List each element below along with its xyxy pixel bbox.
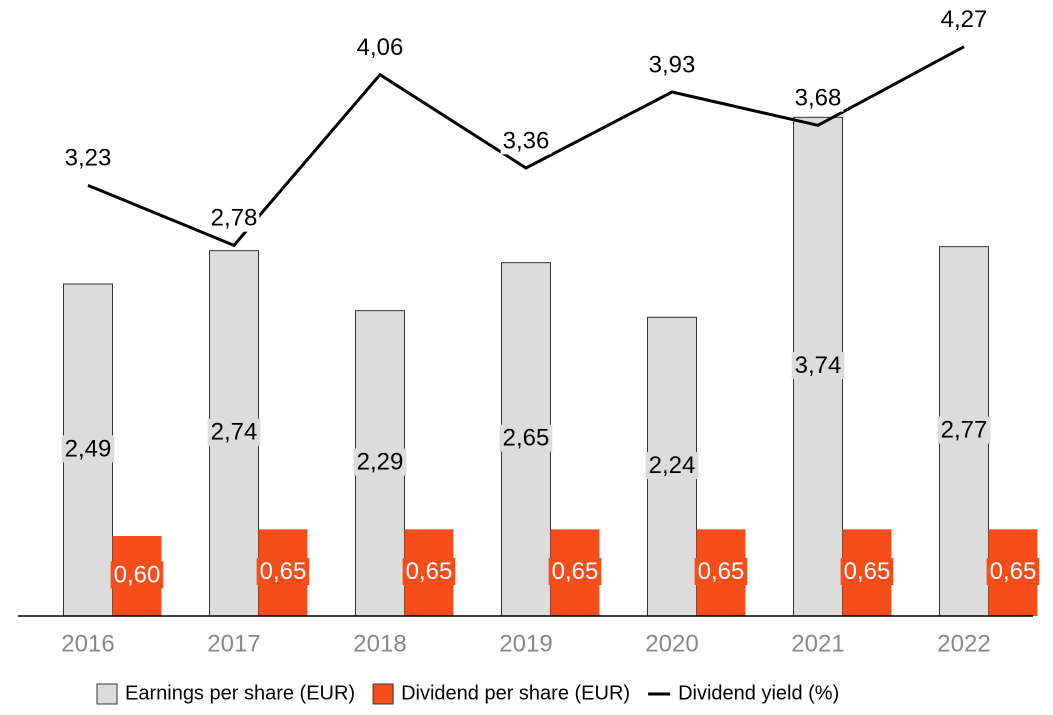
label-bg xyxy=(694,558,748,586)
label-bg xyxy=(499,424,553,452)
legend-label: Dividend per share (EUR) xyxy=(401,682,630,704)
x-tick-label: 2021 xyxy=(791,630,844,657)
data-label: 2,78 xyxy=(211,205,258,232)
data-label: 3,93 xyxy=(649,51,696,78)
label-bg xyxy=(61,435,115,463)
data-label: 2,65 xyxy=(503,425,550,452)
x-tick-label: 2020 xyxy=(645,630,698,657)
x-tick-label: 2016 xyxy=(61,630,114,657)
data-label: 0,65 xyxy=(990,558,1037,585)
data-label: 0,65 xyxy=(552,558,599,585)
data-label: 2,74 xyxy=(211,419,258,446)
data-label: 2,24 xyxy=(649,452,696,479)
x-tick-label: 2017 xyxy=(207,630,260,657)
label-bg xyxy=(500,127,552,155)
data-label: 3,23 xyxy=(65,145,112,172)
x-tick-label: 2018 xyxy=(353,630,406,657)
x-tick-label: 2019 xyxy=(499,630,552,657)
label-bg xyxy=(402,558,456,586)
label-bg xyxy=(791,352,845,380)
legend-swatch xyxy=(96,683,118,705)
label-bg xyxy=(840,558,894,586)
data-label: 4,06 xyxy=(357,34,404,61)
data-label: 0,65 xyxy=(406,558,453,585)
data-label: 2,49 xyxy=(65,435,112,462)
label-bg xyxy=(792,84,844,112)
label-bg xyxy=(646,51,698,79)
label-bg xyxy=(937,416,991,444)
label-bg xyxy=(548,558,602,586)
legend-swatch xyxy=(372,683,394,705)
data-label: 2,29 xyxy=(357,449,404,476)
label-bg xyxy=(110,561,164,589)
label-bg xyxy=(986,558,1040,586)
label-bg xyxy=(938,6,990,34)
label-bg xyxy=(256,558,310,586)
legend-label: Dividend yield (%) xyxy=(678,682,839,704)
label-bg xyxy=(354,34,406,62)
data-label: 0,65 xyxy=(698,558,745,585)
data-label: 3,68 xyxy=(795,85,842,112)
data-label: 3,74 xyxy=(795,352,842,379)
legend-label: Earnings per share (EUR) xyxy=(125,682,355,704)
x-tick-label: 2022 xyxy=(937,630,990,657)
label-bg xyxy=(645,452,699,480)
data-label: 4,27 xyxy=(941,6,988,33)
label-bg xyxy=(353,448,407,476)
data-label: 3,36 xyxy=(503,127,550,154)
label-bg xyxy=(207,418,261,446)
data-label: 0,60 xyxy=(114,561,161,588)
data-label: 0,65 xyxy=(260,558,307,585)
label-bg xyxy=(208,204,260,232)
line xyxy=(87,45,965,248)
label-bg xyxy=(62,144,114,172)
data-label: 0,65 xyxy=(844,558,891,585)
data-label: 2,77 xyxy=(941,417,988,444)
